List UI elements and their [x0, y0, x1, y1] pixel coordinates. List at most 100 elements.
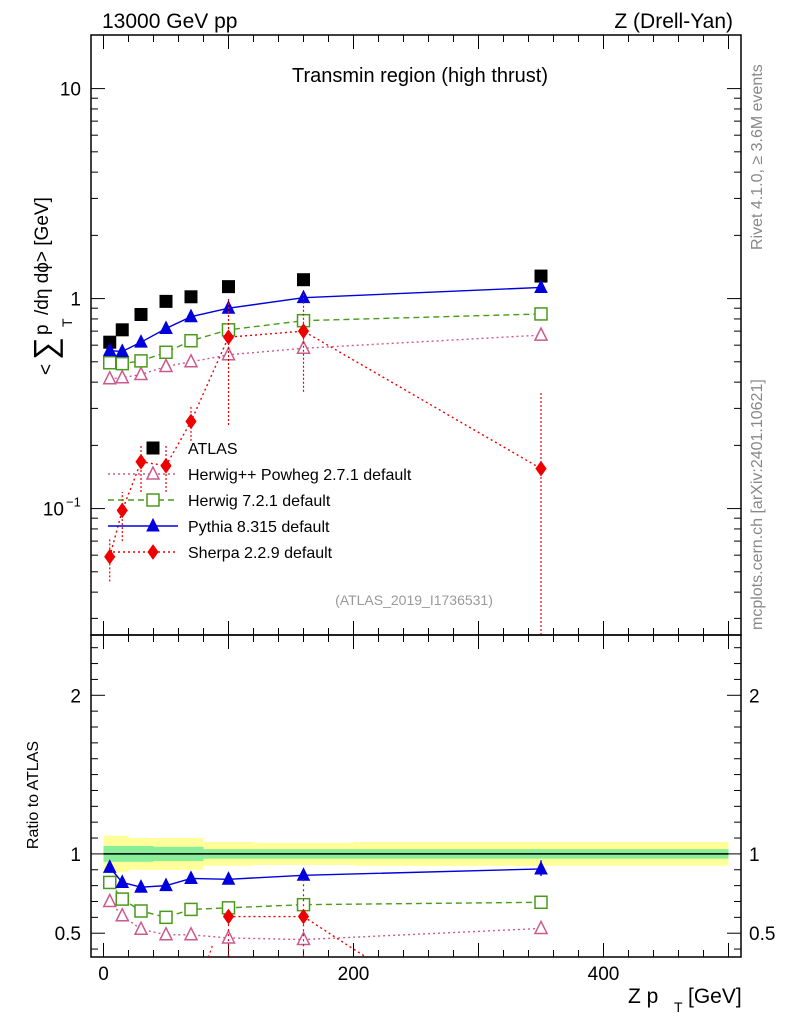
data-point — [159, 345, 173, 360]
ratio-point — [102, 892, 117, 908]
x-tick-label: 0 — [98, 964, 109, 985]
ratio-y-tick-label-left: 0.5 — [55, 924, 81, 945]
ratio-point — [158, 926, 174, 941]
ratio-point — [115, 874, 130, 888]
data-point — [183, 353, 199, 368]
legend-label: Pythia 8.315 default — [188, 519, 330, 536]
legend: ATLAS Herwig++ Powheg 2.7.1 default Herwig… — [108, 441, 412, 562]
y-label-rest: /dη dϕ> [GeV] — [32, 197, 53, 315]
x-tick-label: 400 — [588, 964, 620, 985]
legend-item: Sherpa 2.2.9 default — [108, 544, 333, 562]
data-point — [534, 279, 548, 293]
y-label-sum: ∑ — [27, 337, 63, 360]
data-point — [158, 357, 174, 373]
data-point — [535, 460, 547, 477]
series-atlas — [103, 269, 548, 349]
header-right: Z (Drell-Yan) — [614, 10, 733, 33]
ratio-point — [102, 859, 117, 873]
x-tick-label: 200 — [338, 964, 370, 985]
legend-item: Herwig 7.2.1 default — [108, 493, 331, 510]
legend-marker — [147, 544, 159, 560]
data-point — [222, 329, 235, 346]
ratio-point — [134, 904, 148, 918]
ratio-line — [109, 901, 542, 941]
ratio-axis-ticks: 0.5 0.5 1 1 2 2 0 200 400 — [55, 635, 775, 985]
ratio-y-axis-label: Ratio to ATLAS — [25, 741, 42, 849]
ratio-point — [134, 879, 148, 893]
main-y-tick-label: 10 — [60, 80, 81, 101]
ratio-series-layer — [102, 859, 549, 957]
legend-marker — [145, 465, 161, 480]
data-point — [159, 294, 173, 308]
main-series-layer — [102, 269, 549, 635]
series-herwig7 — [103, 307, 548, 371]
ratio-y-tick-label-right: 1 — [749, 845, 760, 866]
ratio-point — [159, 910, 173, 925]
data-point — [134, 334, 148, 348]
ratio-series-clipped — [102, 859, 549, 957]
y-label-p: p — [32, 324, 53, 335]
ratio-y-tick-label-right: 0.5 — [749, 924, 775, 945]
main-y-tick-label: 1 — [70, 290, 81, 311]
data-point — [102, 370, 117, 385]
ratio-point — [184, 870, 198, 884]
main-plot-title: Transmin region (high thrust) — [292, 65, 548, 87]
data-point — [533, 326, 549, 341]
data-point — [184, 308, 198, 323]
data-point — [534, 307, 548, 321]
ratio-line — [109, 882, 542, 919]
legend-label: Herwig 7.2.1 default — [188, 493, 331, 510]
data-point — [115, 323, 129, 337]
ratio-point — [183, 926, 199, 941]
legend-item: Herwig++ Powheg 2.7.1 default — [108, 465, 412, 484]
y-label-sub: T — [59, 318, 75, 327]
data-point — [115, 356, 129, 371]
side-label-rivet: Rivet 4.1.0, ≥ 3.6M events — [749, 64, 766, 250]
x-label-main: Z p — [628, 985, 658, 1008]
ratio-point — [133, 920, 149, 935]
ratio-point — [297, 908, 310, 925]
side-label-mcplots: mcplots.cern.ch [arXiv:2401.10621] — [749, 379, 766, 630]
ratio-point — [221, 929, 236, 944]
series-pythia — [102, 279, 548, 357]
data-point — [222, 280, 235, 294]
data-point — [184, 290, 198, 304]
data-point — [116, 502, 128, 519]
ratio-series-pythia — [102, 859, 548, 893]
data-point — [115, 369, 130, 384]
ratio-point — [534, 895, 548, 910]
ratio-point — [222, 908, 235, 925]
data-point — [102, 342, 117, 357]
main-y-tick-exponent: −1 — [66, 495, 81, 510]
ratio-point — [103, 875, 117, 890]
legend-item: ATLAS — [146, 441, 238, 458]
main-panel: Transmin region (high thrust) < ∑ p T /d… — [27, 34, 742, 636]
ratio-point — [115, 892, 129, 906]
ratio-panel: Ratio to ATLAS Z p T [GeV] 0.5 0.5 1 1 2 2 0 20… — [25, 634, 775, 1015]
data-point — [103, 355, 117, 370]
legend-marker — [146, 493, 160, 507]
main-y-axis-label: < ∑ p T /dη dϕ> [GeV] — [27, 197, 75, 375]
legend-marker — [146, 517, 160, 532]
data-point — [160, 457, 172, 474]
ratio-line-segment — [207, 945, 213, 957]
series-line — [109, 334, 542, 380]
series-sherpa — [104, 294, 547, 635]
data-point — [296, 289, 311, 304]
data-point — [104, 548, 116, 565]
data-point — [297, 323, 310, 339]
ratio-series-herwig7 — [103, 875, 548, 925]
legend-marker — [146, 441, 160, 455]
legend-item: Pythia 8.315 default — [108, 517, 330, 536]
ratio-point — [221, 871, 236, 885]
main-y-tick-label: 10 — [43, 500, 64, 521]
ratio-line — [228, 915, 367, 957]
ratio-point — [159, 877, 173, 892]
data-point — [185, 413, 197, 430]
data-point — [133, 365, 149, 381]
data-point — [297, 273, 310, 287]
ratio-point — [184, 902, 198, 917]
x-label-unit: [GeV] — [688, 985, 742, 1008]
